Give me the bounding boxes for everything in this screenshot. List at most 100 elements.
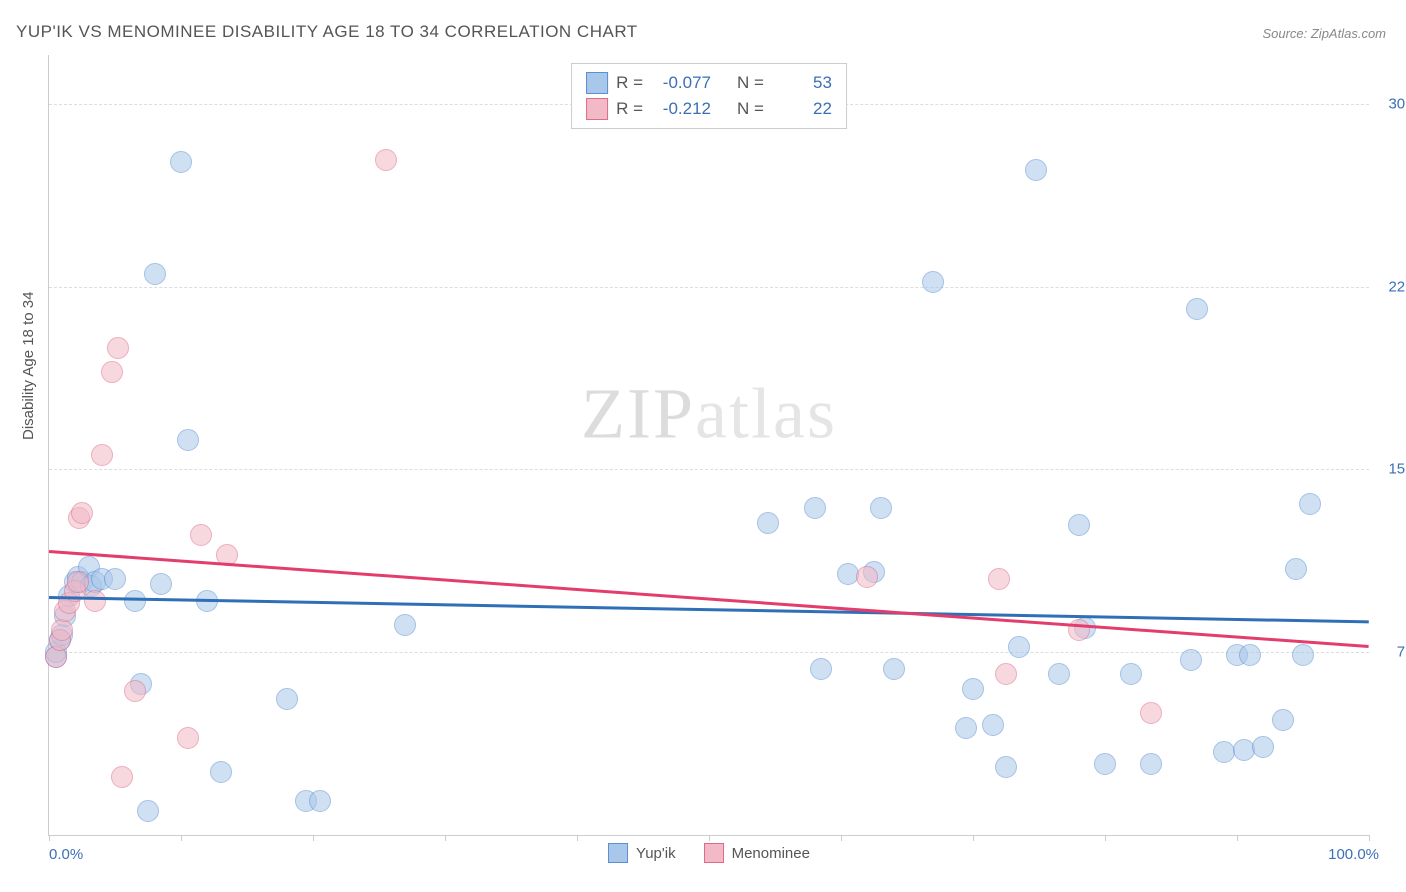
point-menominee xyxy=(124,680,146,702)
x-tick xyxy=(841,835,842,841)
point-yupik xyxy=(1252,736,1274,758)
point-yupik xyxy=(883,658,905,680)
r-label: R = xyxy=(616,99,643,119)
point-menominee xyxy=(177,727,199,749)
point-menominee xyxy=(988,568,1010,590)
x-tick xyxy=(973,835,974,841)
point-yupik xyxy=(757,512,779,534)
n-label: N = xyxy=(737,73,764,93)
point-yupik xyxy=(962,678,984,700)
point-yupik xyxy=(1186,298,1208,320)
point-yupik xyxy=(870,497,892,519)
point-yupik xyxy=(922,271,944,293)
legend-item-menominee: Menominee xyxy=(704,843,810,863)
point-yupik xyxy=(1094,753,1116,775)
scatter-plot: ZIPatlas R = -0.077 N = 53 R = -0.212 N … xyxy=(48,55,1369,836)
watermark-light: atlas xyxy=(695,373,837,453)
legend-row-yupik: R = -0.077 N = 53 xyxy=(586,70,832,96)
point-yupik xyxy=(955,717,977,739)
x-tick xyxy=(577,835,578,841)
r-value-menominee: -0.212 xyxy=(651,99,711,119)
n-label: N = xyxy=(737,99,764,119)
point-yupik xyxy=(394,614,416,636)
point-yupik xyxy=(810,658,832,680)
point-yupik xyxy=(150,573,172,595)
point-yupik xyxy=(124,590,146,612)
x-tick xyxy=(1369,835,1370,841)
point-yupik xyxy=(1299,493,1321,515)
y-tick-label: 22.5% xyxy=(1388,278,1406,295)
r-value-yupik: -0.077 xyxy=(651,73,711,93)
legend-label-menominee: Menominee xyxy=(732,845,810,862)
point-menominee xyxy=(856,566,878,588)
watermark-strong: ZIP xyxy=(581,373,695,453)
x-tick-label: 100.0% xyxy=(1328,846,1379,863)
x-tick-label: 0.0% xyxy=(49,846,83,863)
point-yupik xyxy=(1233,739,1255,761)
point-yupik xyxy=(1140,753,1162,775)
x-tick xyxy=(709,835,710,841)
point-yupik xyxy=(1239,644,1261,666)
point-yupik xyxy=(210,761,232,783)
y-tick-label: 30.0% xyxy=(1388,95,1406,112)
r-label: R = xyxy=(616,73,643,93)
legend-label-yupik: Yup'ik xyxy=(636,845,676,862)
point-yupik xyxy=(1180,649,1202,671)
point-menominee xyxy=(995,663,1017,685)
point-yupik xyxy=(1292,644,1314,666)
point-yupik xyxy=(104,568,126,590)
point-yupik xyxy=(804,497,826,519)
point-menominee xyxy=(91,444,113,466)
point-menominee xyxy=(84,590,106,612)
point-yupik xyxy=(1213,741,1235,763)
x-tick xyxy=(1105,835,1106,841)
point-yupik xyxy=(837,563,859,585)
point-yupik xyxy=(276,688,298,710)
gridline xyxy=(49,652,1369,653)
point-menominee xyxy=(1140,702,1162,724)
point-yupik xyxy=(1025,159,1047,181)
point-yupik xyxy=(1068,514,1090,536)
point-yupik xyxy=(982,714,1004,736)
point-menominee xyxy=(71,502,93,524)
swatch-menominee xyxy=(704,843,724,863)
point-yupik xyxy=(144,263,166,285)
y-axis-title: Disability Age 18 to 34 xyxy=(20,292,37,440)
x-tick xyxy=(181,835,182,841)
source-attribution: Source: ZipAtlas.com xyxy=(1262,26,1386,41)
point-menominee xyxy=(101,361,123,383)
point-menominee xyxy=(375,149,397,171)
gridline xyxy=(49,287,1369,288)
y-tick-label: 15.0% xyxy=(1388,461,1406,478)
point-menominee xyxy=(107,337,129,359)
watermark: ZIPatlas xyxy=(581,372,837,455)
swatch-menominee xyxy=(586,98,608,120)
n-value-menominee: 22 xyxy=(772,99,832,119)
point-menominee xyxy=(1068,619,1090,641)
x-tick xyxy=(1237,835,1238,841)
point-yupik xyxy=(995,756,1017,778)
point-yupik xyxy=(170,151,192,173)
y-tick-label: 7.5% xyxy=(1397,644,1406,661)
chart-title: YUP'IK VS MENOMINEE DISABILITY AGE 18 TO… xyxy=(16,22,638,42)
gridline xyxy=(49,469,1369,470)
x-tick xyxy=(445,835,446,841)
n-value-yupik: 53 xyxy=(772,73,832,93)
point-menominee xyxy=(51,619,73,641)
point-yupik xyxy=(1048,663,1070,685)
point-yupik xyxy=(309,790,331,812)
point-menominee xyxy=(67,571,89,593)
correlation-legend: R = -0.077 N = 53 R = -0.212 N = 22 xyxy=(571,63,847,129)
point-yupik xyxy=(1285,558,1307,580)
point-yupik xyxy=(137,800,159,822)
swatch-yupik xyxy=(586,72,608,94)
swatch-yupik xyxy=(608,843,628,863)
point-yupik xyxy=(1120,663,1142,685)
legend-item-yupik: Yup'ik xyxy=(608,843,676,863)
legend-row-menominee: R = -0.212 N = 22 xyxy=(586,96,832,122)
series-legend: Yup'ik Menominee xyxy=(608,843,810,863)
point-yupik xyxy=(177,429,199,451)
x-tick xyxy=(313,835,314,841)
point-menominee xyxy=(111,766,133,788)
point-yupik xyxy=(1008,636,1030,658)
